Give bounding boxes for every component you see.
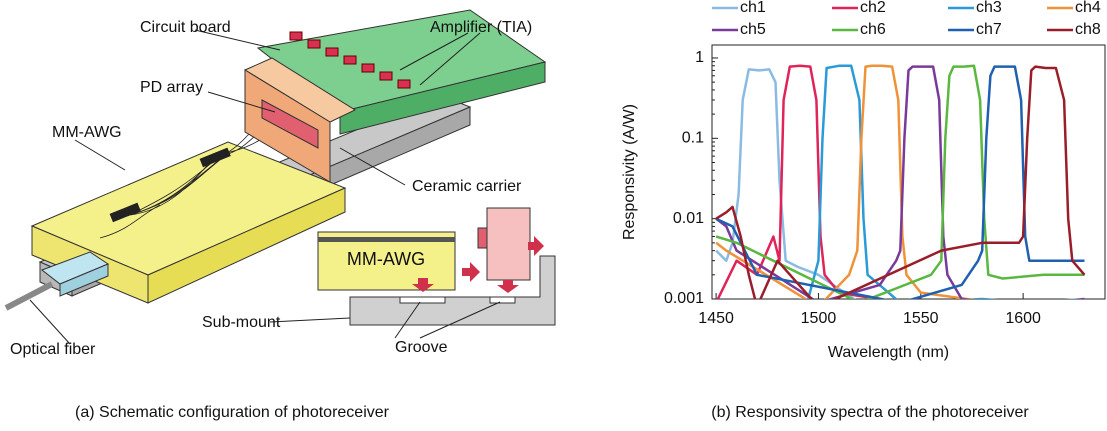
inset-groove: [400, 297, 445, 303]
y-tick-label: 0.001: [664, 290, 704, 307]
label: Optical fiber: [10, 341, 96, 358]
inset-pd: [478, 228, 487, 248]
caption: (b) Responsivity spectra of the photorec…: [711, 404, 1029, 421]
x-tick-label: 1600: [1005, 310, 1041, 327]
inset-groove: [490, 297, 515, 303]
y-tick-label: 0.1: [682, 130, 704, 147]
x-tick-label: 1500: [801, 310, 837, 327]
inset-carrier: [487, 208, 530, 280]
schematic: Circuit board Amplifier (TIA) PD array M…: [6, 10, 555, 421]
chart: 0.001 0.01 0.1 1 1450 1500 1550 1600 Wavelength …: [621, 0, 1105, 421]
label: Circuit board: [140, 19, 231, 36]
caption: (a) Schematic configuration of photorece…: [75, 404, 390, 421]
y-axis-label: Responsivity (A/W): [621, 104, 638, 240]
x-tick-label: 1550: [903, 310, 939, 327]
legend-label: ch1: [740, 0, 766, 16]
label: Sub-mount: [202, 314, 281, 331]
label: MM-AWG: [347, 249, 425, 269]
legend-label: ch3: [976, 0, 1002, 16]
label: Groove: [395, 339, 448, 356]
plot-area: [716, 66, 1084, 307]
legend-label: ch2: [860, 0, 886, 16]
legend-label: ch4: [1075, 0, 1101, 16]
figure: Circuit board Amplifier (TIA) PD array M…: [0, 0, 1107, 431]
label: Ceramic carrier: [412, 178, 522, 195]
x-tick-label: 1450: [698, 310, 734, 327]
inset-awg-stripe: [318, 237, 455, 242]
legend-label: ch7: [976, 21, 1002, 38]
legend-label: ch5: [740, 21, 766, 38]
label: Amplifier (TIA): [430, 19, 532, 36]
label: MM-AWG: [52, 124, 122, 141]
legend-label: ch6: [860, 21, 886, 38]
y-tick-label: 1: [695, 49, 704, 66]
legend-label: ch8: [1075, 21, 1101, 38]
optical-fiber-line: [6, 284, 52, 308]
label: PD array: [140, 79, 203, 96]
y-tick-label: 0.01: [673, 210, 704, 227]
x-axis-label: Wavelength (nm): [828, 344, 949, 361]
